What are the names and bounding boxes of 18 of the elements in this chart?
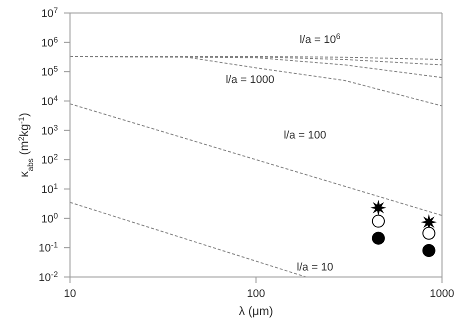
y-tick-label: 10$^{-1}$ <box>38 240 59 255</box>
text: l/a = 100 <box>284 129 326 142</box>
series-label: l/a = 10 <box>296 262 334 274</box>
y-tick-label: 10$^{3}$ <box>41 122 59 138</box>
y-tick-label: 10$^{4}$ <box>41 94 59 108</box>
x-axis-title: λ (μm) <box>238 304 274 318</box>
y-tick-label: 10$^{2}$ <box>41 152 59 167</box>
series-label: l/a = 10$^{6}$ <box>300 32 341 46</box>
series-label: l/a = 1000 <box>226 74 274 86</box>
x-tick-label: 1000 <box>430 288 454 300</box>
y-tick-label: 10$^{0}$ <box>41 210 59 226</box>
x-tick-label: 10 <box>64 288 76 300</box>
y-tick-label: 10$^{1}$ <box>41 182 59 196</box>
y-tick-label: 10$^{-2}$ <box>38 270 59 284</box>
x-tick-label: 100 <box>246 288 266 300</box>
y-tick-label: 10$^{7}$ <box>41 6 59 20</box>
y-tick-label: 10$^{6}$ <box>41 34 59 50</box>
y-tick-label: 10$^{5}$ <box>41 64 59 79</box>
